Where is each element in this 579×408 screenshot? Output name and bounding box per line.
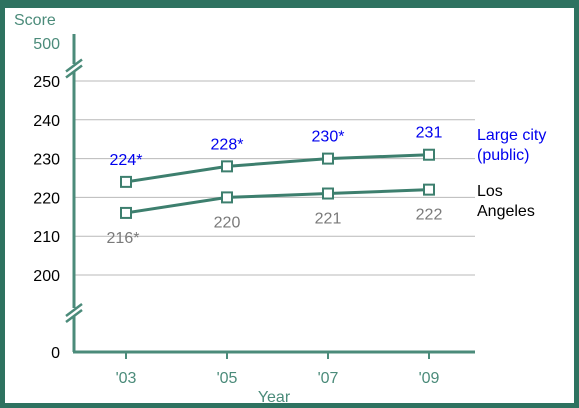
series-line — [125, 153, 430, 184]
tick-labels: 200 210 220 230 240 250 500 0 '03 '05 '07 '09 — [33, 36, 439, 387]
axis-break-mark — [65, 309, 83, 323]
x-tick-label: '03 — [116, 370, 137, 387]
data-label: 230* — [312, 129, 345, 146]
data-label: 228* — [211, 136, 244, 153]
x-axis-label: Year — [258, 389, 291, 406]
axes — [65, 34, 475, 359]
data-point — [120, 175, 132, 188]
data-point — [322, 187, 334, 200]
data-point — [322, 152, 334, 165]
x-tick-label: '09 — [419, 370, 440, 387]
data-label: 222 — [416, 207, 443, 224]
y-tick-label: 200 — [33, 268, 60, 285]
x-tick-label: '05 — [217, 370, 238, 387]
y-tick-label: 240 — [33, 113, 60, 130]
axis-break-mark — [65, 303, 83, 317]
y-tick-label: 210 — [33, 229, 60, 246]
data-label: 224* — [110, 152, 143, 169]
y-tick-label: 250 — [33, 74, 60, 91]
gridlines — [74, 80, 475, 276]
axis-break-mark — [65, 58, 83, 73]
y-tick-label: 500 — [33, 36, 60, 53]
legend: Large city (public) Los Angeles — [477, 127, 546, 220]
x-tick-label: '07 — [318, 370, 339, 387]
data-point — [221, 160, 233, 173]
y-tick-label: 0 — [51, 345, 60, 362]
y-tick-label: 230 — [33, 152, 60, 169]
legend-entry: Los — [477, 183, 503, 200]
data-point — [120, 206, 132, 219]
legend-entry: (public) — [477, 147, 529, 164]
y-axis-label: Score — [14, 12, 56, 29]
legend-entry: Angeles — [477, 203, 535, 220]
data-label: 216* — [107, 230, 140, 247]
series-line — [125, 188, 430, 215]
y-tick-label: 220 — [33, 190, 60, 207]
data-point — [423, 183, 435, 196]
data-point — [221, 191, 233, 204]
series-group: 224* 228* 230* 231 216* 220 221 222 — [107, 125, 443, 247]
axis-break-mark — [65, 64, 83, 79]
data-point — [423, 148, 435, 161]
data-label: 221 — [315, 211, 342, 228]
data-label: 231 — [416, 125, 443, 142]
legend-entry: Large city — [477, 127, 546, 144]
data-label: 220 — [214, 214, 241, 231]
